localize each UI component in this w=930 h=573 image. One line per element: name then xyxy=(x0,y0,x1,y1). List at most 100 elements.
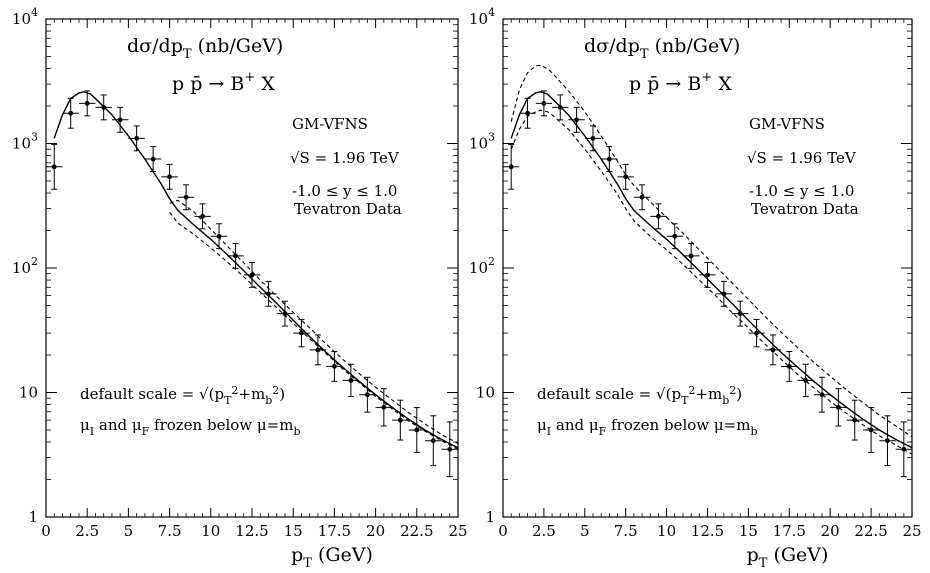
data-point xyxy=(633,184,651,211)
data-point xyxy=(895,421,912,478)
data-point xyxy=(732,300,749,327)
x-tick-label: 25 xyxy=(448,522,467,540)
data-point xyxy=(519,97,536,129)
data-point xyxy=(293,318,310,348)
data-marker xyxy=(348,378,354,383)
data-point xyxy=(260,280,277,307)
data-marker xyxy=(688,253,694,259)
data-marker xyxy=(200,213,205,219)
x-tick-label: 15 xyxy=(739,522,758,540)
data-point xyxy=(243,261,261,288)
y-tick-label: 102 xyxy=(12,255,38,277)
y-tick-label: 104 xyxy=(469,6,495,28)
x-axis-title: pT (GeV) xyxy=(291,544,373,571)
data-point xyxy=(862,407,880,453)
x-tick-label: 20 xyxy=(366,522,385,540)
data-label: Tevatron Data xyxy=(751,200,859,218)
data-point xyxy=(408,407,426,453)
data-point xyxy=(177,184,195,211)
x-tick-label: 10 xyxy=(201,522,220,540)
y-axis-title: dσ/dpT (nb/GeV) xyxy=(127,35,283,62)
x-tick-label: 7.5 xyxy=(614,522,638,540)
data-label: Tevatron Data xyxy=(294,200,402,218)
data-point xyxy=(830,388,847,427)
curve-dashed-2 xyxy=(510,109,913,455)
data-marker xyxy=(770,347,776,353)
data-marker xyxy=(885,438,890,444)
scale-note: default scale = √(pT2+mb2) xyxy=(537,384,742,407)
data-point xyxy=(161,163,178,190)
data-point xyxy=(535,90,553,117)
data-point xyxy=(797,363,814,398)
x-tick-label: 22.5 xyxy=(400,522,433,540)
y-tick-label: 102 xyxy=(469,255,495,277)
data-point xyxy=(781,350,798,382)
y-tick-label: 10 xyxy=(19,384,38,402)
data-marker xyxy=(508,164,514,170)
x-tick-label: 2.5 xyxy=(75,522,99,540)
data-marker xyxy=(606,156,612,162)
data-point xyxy=(194,203,211,230)
y-tick-label: 104 xyxy=(12,6,38,28)
data-point xyxy=(764,334,782,366)
data-marker xyxy=(364,392,370,398)
data-point xyxy=(879,415,896,467)
data-marker xyxy=(447,446,453,452)
y-tick-label: 103 xyxy=(12,131,38,153)
x-tick-label: 5 xyxy=(124,522,134,540)
data-marker xyxy=(868,427,874,433)
data-point xyxy=(95,94,112,121)
data-marker xyxy=(656,213,661,219)
data-point xyxy=(128,125,145,152)
data-marker xyxy=(282,311,288,317)
process-label: p p̄ → B+ X xyxy=(172,70,275,95)
x-tick-label: 5 xyxy=(580,522,590,540)
data-marker xyxy=(101,104,107,110)
data-point xyxy=(227,242,244,269)
data-point xyxy=(601,146,618,173)
data-marker xyxy=(852,417,858,423)
frozen-note: μI and μF frozen below μ=mb xyxy=(537,416,757,438)
data-marker xyxy=(786,364,792,369)
data-point xyxy=(392,399,409,441)
data-marker xyxy=(381,404,387,410)
data-point xyxy=(111,106,129,133)
data-marker xyxy=(51,164,57,170)
data-marker xyxy=(737,311,743,317)
scheme-label: GM-VFNS xyxy=(749,115,825,133)
data-point xyxy=(584,125,602,152)
curve-dashed-1 xyxy=(510,64,913,438)
x-tick-label: 22.5 xyxy=(854,522,887,540)
data-marker xyxy=(705,272,710,278)
data-marker xyxy=(315,347,321,353)
x-tick-label: 12.5 xyxy=(235,522,268,540)
data-point xyxy=(342,363,360,398)
data-point xyxy=(617,163,634,190)
data-marker xyxy=(901,446,907,452)
x-tick-label: 7.5 xyxy=(158,522,182,540)
data-marker xyxy=(150,156,156,162)
data-marker xyxy=(216,233,222,239)
data-point xyxy=(425,415,442,467)
data-point xyxy=(144,146,162,173)
data-point xyxy=(699,261,716,288)
data-marker xyxy=(84,100,90,106)
data-marker xyxy=(639,194,645,200)
x-tick-label: 17.5 xyxy=(773,522,806,540)
data-point xyxy=(552,94,569,121)
rapidity-label: -1.0 ≤ y ≤ 1.0 xyxy=(749,182,854,200)
y-tick-label: 10 xyxy=(476,384,495,402)
data-point xyxy=(375,388,393,427)
data-point xyxy=(62,97,79,129)
data-point xyxy=(326,350,343,382)
data-marker xyxy=(721,291,727,297)
x-tick-label: 15 xyxy=(284,522,303,540)
data-point xyxy=(441,421,458,478)
x-tick-label: 2.5 xyxy=(532,522,556,540)
data-marker xyxy=(117,117,123,123)
data-marker xyxy=(819,392,825,398)
data-marker xyxy=(233,253,238,259)
data-marker xyxy=(397,417,403,423)
data-point xyxy=(359,376,376,413)
